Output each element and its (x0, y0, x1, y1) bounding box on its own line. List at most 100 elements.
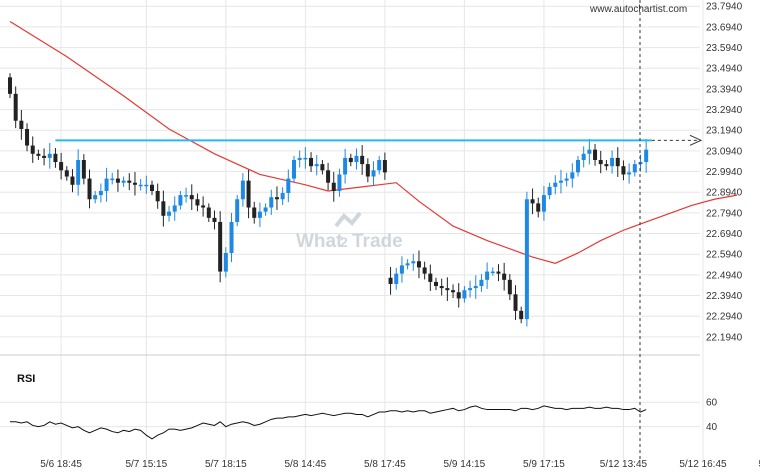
candle (104, 167, 109, 202)
candle (184, 187, 189, 203)
candle-body (320, 164, 325, 171)
candle-body (496, 271, 501, 274)
candle (132, 171, 137, 196)
candle-body (360, 155, 365, 165)
candle (434, 277, 438, 291)
candle (519, 306, 524, 324)
candle-body (309, 157, 314, 167)
candle (382, 152, 387, 180)
time-tick-label: 5/8 14:45 (285, 459, 327, 470)
candle (388, 267, 393, 295)
candle-body (64, 170, 69, 177)
candle-body (507, 279, 512, 295)
candle-body (286, 178, 291, 194)
candle (360, 145, 365, 175)
candle-body (422, 267, 427, 274)
candle (280, 187, 285, 206)
candle-body (161, 201, 166, 216)
price-tick-label: 22.3940 (706, 291, 743, 302)
candle (479, 274, 484, 292)
price-tick-label: 23.6940 (706, 22, 743, 33)
candle (502, 262, 507, 291)
candle-body (598, 159, 603, 165)
candle-body (257, 211, 262, 218)
candle-body (411, 261, 416, 264)
candle-body (502, 273, 507, 280)
candle (195, 193, 200, 212)
candle-body (644, 149, 649, 163)
candle (246, 169, 251, 219)
candle-body (479, 279, 484, 287)
candle (144, 175, 149, 194)
candle (81, 154, 86, 185)
candle-body (490, 271, 495, 274)
rsi-line (10, 405, 647, 440)
candle-body (218, 221, 223, 272)
candle (59, 152, 64, 180)
candle-body (81, 159, 86, 179)
candle (558, 169, 563, 194)
candle (223, 247, 228, 278)
candle (19, 109, 24, 140)
price-tick-label: 23.4940 (706, 64, 743, 75)
candle (201, 196, 206, 217)
candle (64, 166, 69, 181)
candle-body (195, 199, 200, 206)
candle-body (42, 155, 47, 158)
candle-body (524, 199, 529, 320)
price-tick-label: 23.0940 (706, 146, 743, 157)
time-tick-label: 5/7 15:15 (125, 459, 167, 470)
candle-body (115, 178, 120, 183)
rsi-tick-label: 40 (706, 422, 718, 433)
candle-body (399, 265, 404, 274)
candle-body (98, 190, 103, 196)
candle-body (388, 277, 393, 284)
candle (451, 284, 456, 299)
candle-body (405, 263, 410, 266)
candle (377, 155, 382, 175)
candle-body (70, 176, 75, 185)
rsi-label: RSI (17, 373, 35, 385)
candle-body (519, 310, 524, 320)
candle-body (110, 178, 115, 181)
candle (110, 172, 115, 185)
candle-body (297, 157, 302, 160)
candle-body (604, 164, 609, 167)
candle (485, 262, 490, 289)
candle (553, 175, 558, 195)
time-axis: 5/6 18:45 5/7 15:15 5/7 18:15 5/8 14:45 5/8 … (40, 459, 760, 470)
moving-average (9, 21, 738, 264)
candle-body (587, 149, 592, 154)
price-tick-label: 23.5940 (706, 43, 743, 54)
candle (405, 259, 410, 270)
candle (524, 191, 529, 327)
candle-body (485, 271, 490, 280)
candle-body (132, 182, 137, 185)
candle (564, 172, 569, 187)
candle-body (627, 172, 632, 175)
candle-body (36, 153, 41, 156)
candle (490, 267, 495, 276)
candle (348, 153, 353, 167)
candle (87, 169, 92, 209)
candle (286, 169, 291, 203)
candle-body (473, 286, 478, 289)
candle (309, 152, 314, 172)
candle (513, 285, 518, 320)
candle-body (172, 205, 177, 212)
candle-body (87, 178, 92, 200)
price-tick-label: 22.7940 (706, 208, 743, 219)
candle-body (155, 190, 160, 202)
candle (167, 205, 172, 222)
candle-body (8, 77, 12, 94)
candle (416, 250, 421, 279)
candle (240, 173, 245, 207)
candle (365, 158, 370, 183)
candle-body (581, 153, 586, 160)
candle (326, 162, 331, 191)
candle (257, 202, 262, 227)
candle (632, 159, 637, 177)
candle (354, 148, 359, 170)
candle-body (59, 162, 64, 171)
candle (445, 277, 450, 301)
